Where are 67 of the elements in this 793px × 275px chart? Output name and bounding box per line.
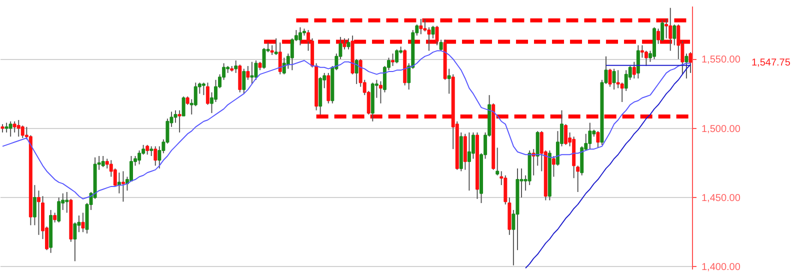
y-tick-label: 1,450.00 [702,193,741,204]
candlestick [158,146,162,169]
candlestick [656,28,660,44]
candlestick [150,146,154,156]
candlestick [644,50,648,67]
y-tick-label: 1,400.00 [702,262,741,274]
candlestick [496,147,500,176]
candlestick [101,155,105,168]
candlestick [53,212,57,223]
candlestick [664,18,668,39]
candlestick [596,130,600,148]
candlestick [660,20,664,42]
candlestick [8,120,12,138]
candlestick [178,110,182,133]
candlestick [278,42,282,75]
candlestick [282,57,286,75]
candlestick [672,24,676,46]
candlestick [668,7,672,52]
candlestick [552,155,556,178]
candlestick [16,120,20,138]
candlestick [676,24,680,60]
candlestick [12,120,16,133]
candlestick [354,58,358,85]
candlestick [254,60,258,80]
candlestick [588,122,592,150]
candlestick [378,80,382,104]
candlestick [182,96,186,116]
candlestick [81,212,85,233]
candlestick [138,150,142,165]
candlestick [419,18,423,35]
candlestick [636,44,640,79]
y-tick-label: 1,500.00 [702,124,741,135]
candlestick [246,66,250,80]
candlestick [471,132,475,160]
text: 1,547.75 [752,58,791,69]
candlestick [242,68,246,94]
candlestick [146,144,150,156]
candlestick [346,38,350,50]
candlestick [274,38,278,56]
y-tick-label: 1,550.00 [702,54,741,66]
candlestick [65,191,69,214]
candlestick [234,60,238,74]
candlestick [121,170,125,202]
candlestick [4,122,8,133]
candlestick [250,61,254,85]
candlestick [36,190,40,236]
candlestick [395,48,399,64]
candlestick [194,82,198,107]
candlestick [439,39,443,52]
candlestick [214,79,218,103]
candlestick [684,53,688,79]
candlestick [391,53,395,67]
candlestick [342,38,346,50]
candlestick [57,197,61,223]
candlestick [620,82,624,103]
candlestick [467,132,471,192]
candlestick [298,26,302,46]
candlestick [608,68,612,88]
candlestick [238,64,242,93]
candlestick [73,222,77,262]
candlestick [612,68,616,90]
candlestick [423,18,427,32]
candlestick [624,70,628,92]
candlestick [564,124,568,146]
candlestick [154,146,158,166]
candlestick [20,125,24,138]
candlestick [130,155,134,182]
